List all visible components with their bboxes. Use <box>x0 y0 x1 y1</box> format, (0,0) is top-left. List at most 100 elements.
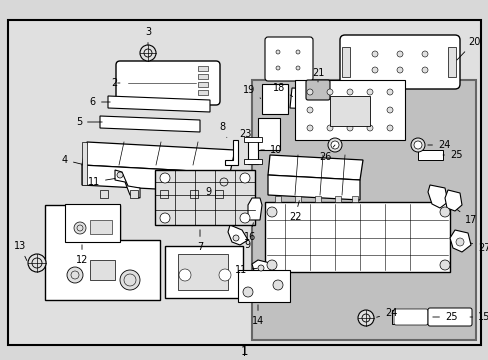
Circle shape <box>439 260 449 270</box>
Polygon shape <box>108 96 209 112</box>
Bar <box>244 137 262 142</box>
Circle shape <box>258 265 264 271</box>
Bar <box>100 190 108 198</box>
Circle shape <box>421 67 427 73</box>
Text: 18: 18 <box>272 83 292 96</box>
Polygon shape <box>247 138 258 164</box>
Circle shape <box>386 107 392 113</box>
Circle shape <box>455 238 463 246</box>
Circle shape <box>160 173 170 183</box>
Text: 4: 4 <box>62 155 82 165</box>
Polygon shape <box>82 165 229 193</box>
Bar <box>198 66 207 71</box>
Bar <box>244 159 262 164</box>
Circle shape <box>140 45 156 61</box>
Circle shape <box>346 107 352 113</box>
Text: 15: 15 <box>469 312 488 322</box>
Circle shape <box>143 49 152 57</box>
Bar <box>198 82 207 87</box>
Text: 24: 24 <box>427 140 449 150</box>
Circle shape <box>366 125 372 131</box>
Circle shape <box>266 207 276 217</box>
Bar <box>164 246 243 298</box>
Bar <box>65 204 120 242</box>
Polygon shape <box>218 172 235 192</box>
Text: 8: 8 <box>219 122 226 138</box>
Bar <box>262 84 287 114</box>
Circle shape <box>346 125 352 131</box>
Text: 14: 14 <box>251 305 264 326</box>
Text: 20: 20 <box>456 37 479 60</box>
Circle shape <box>357 310 373 326</box>
Bar <box>294 80 404 140</box>
Circle shape <box>371 67 377 73</box>
Circle shape <box>120 270 140 290</box>
Circle shape <box>275 66 280 70</box>
Bar <box>215 190 223 198</box>
Bar <box>160 190 168 198</box>
Bar <box>190 190 198 198</box>
Polygon shape <box>100 116 200 132</box>
Text: 9: 9 <box>205 187 212 197</box>
Polygon shape <box>267 155 362 180</box>
Text: 11: 11 <box>87 177 115 187</box>
Bar <box>274 196 281 202</box>
Text: 19: 19 <box>242 85 260 98</box>
Circle shape <box>386 89 392 95</box>
Circle shape <box>179 269 191 281</box>
Circle shape <box>74 222 86 234</box>
Circle shape <box>240 173 249 183</box>
Polygon shape <box>45 205 160 300</box>
Text: 9: 9 <box>244 240 250 250</box>
Text: 3: 3 <box>144 27 151 45</box>
Polygon shape <box>82 142 87 185</box>
Text: 12: 12 <box>76 245 88 265</box>
Bar <box>351 196 357 202</box>
Polygon shape <box>267 175 359 200</box>
Bar <box>264 202 449 272</box>
Circle shape <box>275 50 280 54</box>
FancyBboxPatch shape <box>305 80 329 100</box>
Circle shape <box>77 225 83 231</box>
Bar <box>447 47 455 77</box>
Polygon shape <box>115 170 140 198</box>
FancyBboxPatch shape <box>116 61 220 105</box>
Circle shape <box>295 66 299 70</box>
Bar <box>155 170 254 225</box>
Circle shape <box>243 287 252 297</box>
Bar <box>391 310 429 324</box>
FancyBboxPatch shape <box>264 37 312 81</box>
Bar <box>90 220 112 234</box>
Bar <box>294 196 301 202</box>
FancyBboxPatch shape <box>393 309 427 325</box>
Text: 6: 6 <box>90 97 110 107</box>
Circle shape <box>330 141 338 149</box>
Circle shape <box>67 267 83 283</box>
Bar <box>417 150 442 160</box>
Circle shape <box>439 207 449 217</box>
Circle shape <box>272 280 283 290</box>
Circle shape <box>295 50 299 54</box>
Bar <box>238 270 289 302</box>
Circle shape <box>361 314 369 322</box>
Bar <box>90 260 115 280</box>
Circle shape <box>240 213 249 223</box>
Circle shape <box>371 51 377 57</box>
Text: 26: 26 <box>318 145 334 162</box>
Bar <box>258 118 280 150</box>
Circle shape <box>346 89 352 95</box>
Circle shape <box>366 89 372 95</box>
Text: 10: 10 <box>260 145 282 155</box>
Circle shape <box>71 271 79 279</box>
Polygon shape <box>247 198 262 220</box>
Circle shape <box>326 89 332 95</box>
Text: 7: 7 <box>197 230 203 252</box>
Circle shape <box>410 138 424 152</box>
Bar <box>314 196 320 202</box>
Circle shape <box>306 89 312 95</box>
Circle shape <box>266 260 276 270</box>
Text: 1: 1 <box>240 345 247 358</box>
Polygon shape <box>251 260 274 277</box>
Circle shape <box>421 51 427 57</box>
Bar <box>198 74 207 79</box>
